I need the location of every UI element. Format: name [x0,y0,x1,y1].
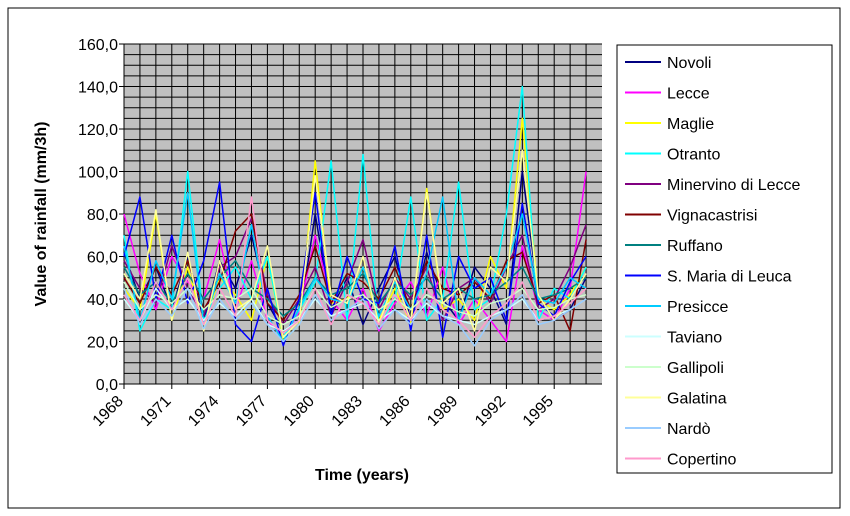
legend-label: Presicce [667,299,728,316]
legend-label: Gallipoli [667,360,724,377]
legend-label: Galatina [667,391,727,408]
series-line [123,196,587,339]
legend-label: Copertino [667,452,736,469]
legend-items: Novoli Lecce Maglie Otranto Minervino di Lec… [625,55,801,469]
legend-label: Lecce [667,86,710,103]
legend-label: Maglie [667,116,714,133]
y-axis-title: Value of rainfall (mm/3h) [33,122,50,307]
x-axis-title: Time (years) [315,467,409,484]
y-tick-label: 0,0 [96,377,118,394]
legend-label: Ruffano [667,238,723,255]
legend-label: Minervino di Lecce [667,177,801,194]
y-tick-label: 60,0 [87,250,118,267]
y-tick-label: 100,0 [78,165,118,182]
legend-label: Vignacastrisi [667,208,757,225]
y-tick-labels: 0,0 20,0 40,0 60,0 80,0 100,0 120,0 140,0 160,0 [78,37,124,394]
y-tick-label: 40,0 [87,292,118,309]
y-tick-label: 80,0 [87,207,118,224]
legend-label: Otranto [667,147,720,164]
legend-label: S. Maria di Leuca [667,269,792,286]
legend-label: Novoli [667,55,711,72]
legend-label: Taviano [667,330,722,347]
series-line [123,287,587,347]
y-tick-label: 20,0 [87,335,118,352]
y-tick-label: 160,0 [78,37,118,54]
legend-label: Nardò [667,421,711,438]
legend [616,44,833,474]
y-tick-label: 140,0 [78,80,118,97]
series-lines [123,85,587,347]
y-tick-label: 120,0 [78,122,118,139]
series-line [123,281,587,326]
